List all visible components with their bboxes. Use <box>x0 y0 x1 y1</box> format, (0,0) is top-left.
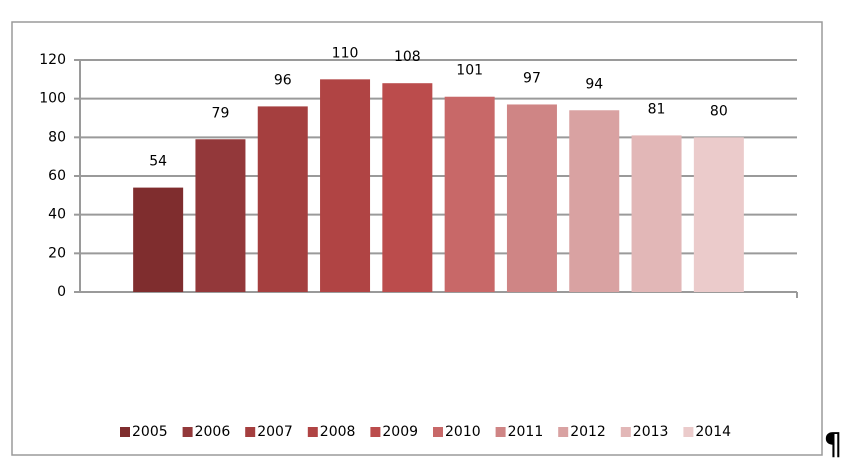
y-tick-label: 100 <box>39 91 66 107</box>
legend-label: 2007 <box>257 424 293 440</box>
y-tick-label: 120 <box>39 52 66 68</box>
legend-label: 2006 <box>195 424 231 440</box>
data-label: 97 <box>523 70 541 86</box>
data-label: 54 <box>149 154 167 170</box>
data-label: 96 <box>274 72 292 88</box>
data-label: 79 <box>212 105 230 121</box>
bar <box>195 139 246 292</box>
legend-label: 2014 <box>695 424 731 440</box>
bar <box>320 79 371 292</box>
bar <box>133 187 184 292</box>
bar <box>693 137 744 292</box>
legend-swatch <box>370 427 381 437</box>
bar <box>444 96 495 292</box>
legend-label: 2010 <box>445 424 481 440</box>
y-tick-label: 0 <box>57 284 66 300</box>
data-label: 81 <box>648 101 666 117</box>
legend-label: 2013 <box>633 424 669 440</box>
legend-swatch <box>620 427 631 437</box>
legend-swatch <box>683 427 694 437</box>
y-tick-label: 60 <box>48 168 66 184</box>
legend-swatch <box>182 427 193 437</box>
data-label: 94 <box>585 76 603 92</box>
data-label: 108 <box>394 49 421 65</box>
legend-swatch <box>495 427 506 437</box>
data-label: 101 <box>456 63 483 79</box>
y-tick-label: 40 <box>48 207 66 223</box>
legend-swatch <box>120 427 130 437</box>
y-tick-label: 80 <box>48 129 66 145</box>
data-label: 80 <box>710 103 728 119</box>
legend-swatch <box>307 427 318 437</box>
legend-label: 2012 <box>570 424 606 440</box>
data-label: 110 <box>332 45 359 61</box>
legend-label: 2005 <box>132 424 168 440</box>
legend-label: 2009 <box>382 424 418 440</box>
legend-swatch <box>558 427 569 437</box>
bar <box>257 106 308 293</box>
legend-label: 2011 <box>508 424 544 440</box>
pilcrow: ¶ <box>823 428 842 463</box>
legend-label: 2008 <box>320 424 356 440</box>
legend-swatch <box>433 427 443 437</box>
bar <box>506 104 557 292</box>
bar <box>569 110 620 293</box>
legend-swatch <box>245 427 256 437</box>
y-tick-label: 20 <box>48 245 66 261</box>
bar <box>382 83 433 292</box>
bar <box>631 135 682 292</box>
